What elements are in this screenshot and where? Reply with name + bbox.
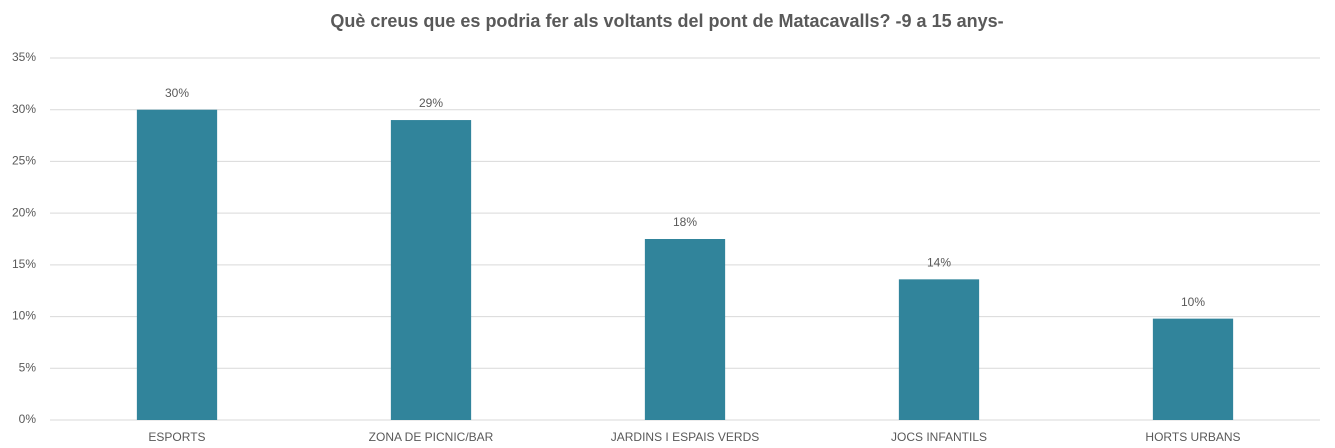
data-label: 29% (419, 96, 443, 110)
y-tick-label: 20% (12, 205, 36, 219)
y-tick-label: 25% (12, 154, 36, 168)
x-tick-label: JARDINS I ESPAIS VERDS (611, 430, 759, 444)
chart-title: Què creus que es podria fer als voltants… (330, 11, 1003, 31)
y-tick-label: 5% (19, 360, 37, 374)
data-label: 14% (927, 256, 951, 270)
y-tick-label: 35% (12, 50, 36, 64)
x-tick-label: ZONA DE PICNIC/BAR (369, 430, 494, 444)
x-tick-label: HORTS URBANS (1145, 430, 1240, 444)
x-tick-label: JOCS INFANTILS (891, 430, 987, 444)
bar (136, 109, 218, 420)
data-label: 10% (1181, 295, 1205, 309)
data-label: 30% (165, 86, 189, 100)
bar (390, 120, 472, 421)
x-tick-label: ESPORTS (148, 430, 205, 444)
bar (644, 239, 726, 420)
y-tick-label: 15% (12, 257, 36, 271)
y-tick-label: 0% (19, 412, 37, 426)
bar (898, 279, 980, 420)
bar (1152, 318, 1234, 420)
data-label: 18% (673, 215, 697, 229)
y-tick-label: 10% (12, 309, 36, 323)
y-tick-label: 30% (12, 102, 36, 116)
